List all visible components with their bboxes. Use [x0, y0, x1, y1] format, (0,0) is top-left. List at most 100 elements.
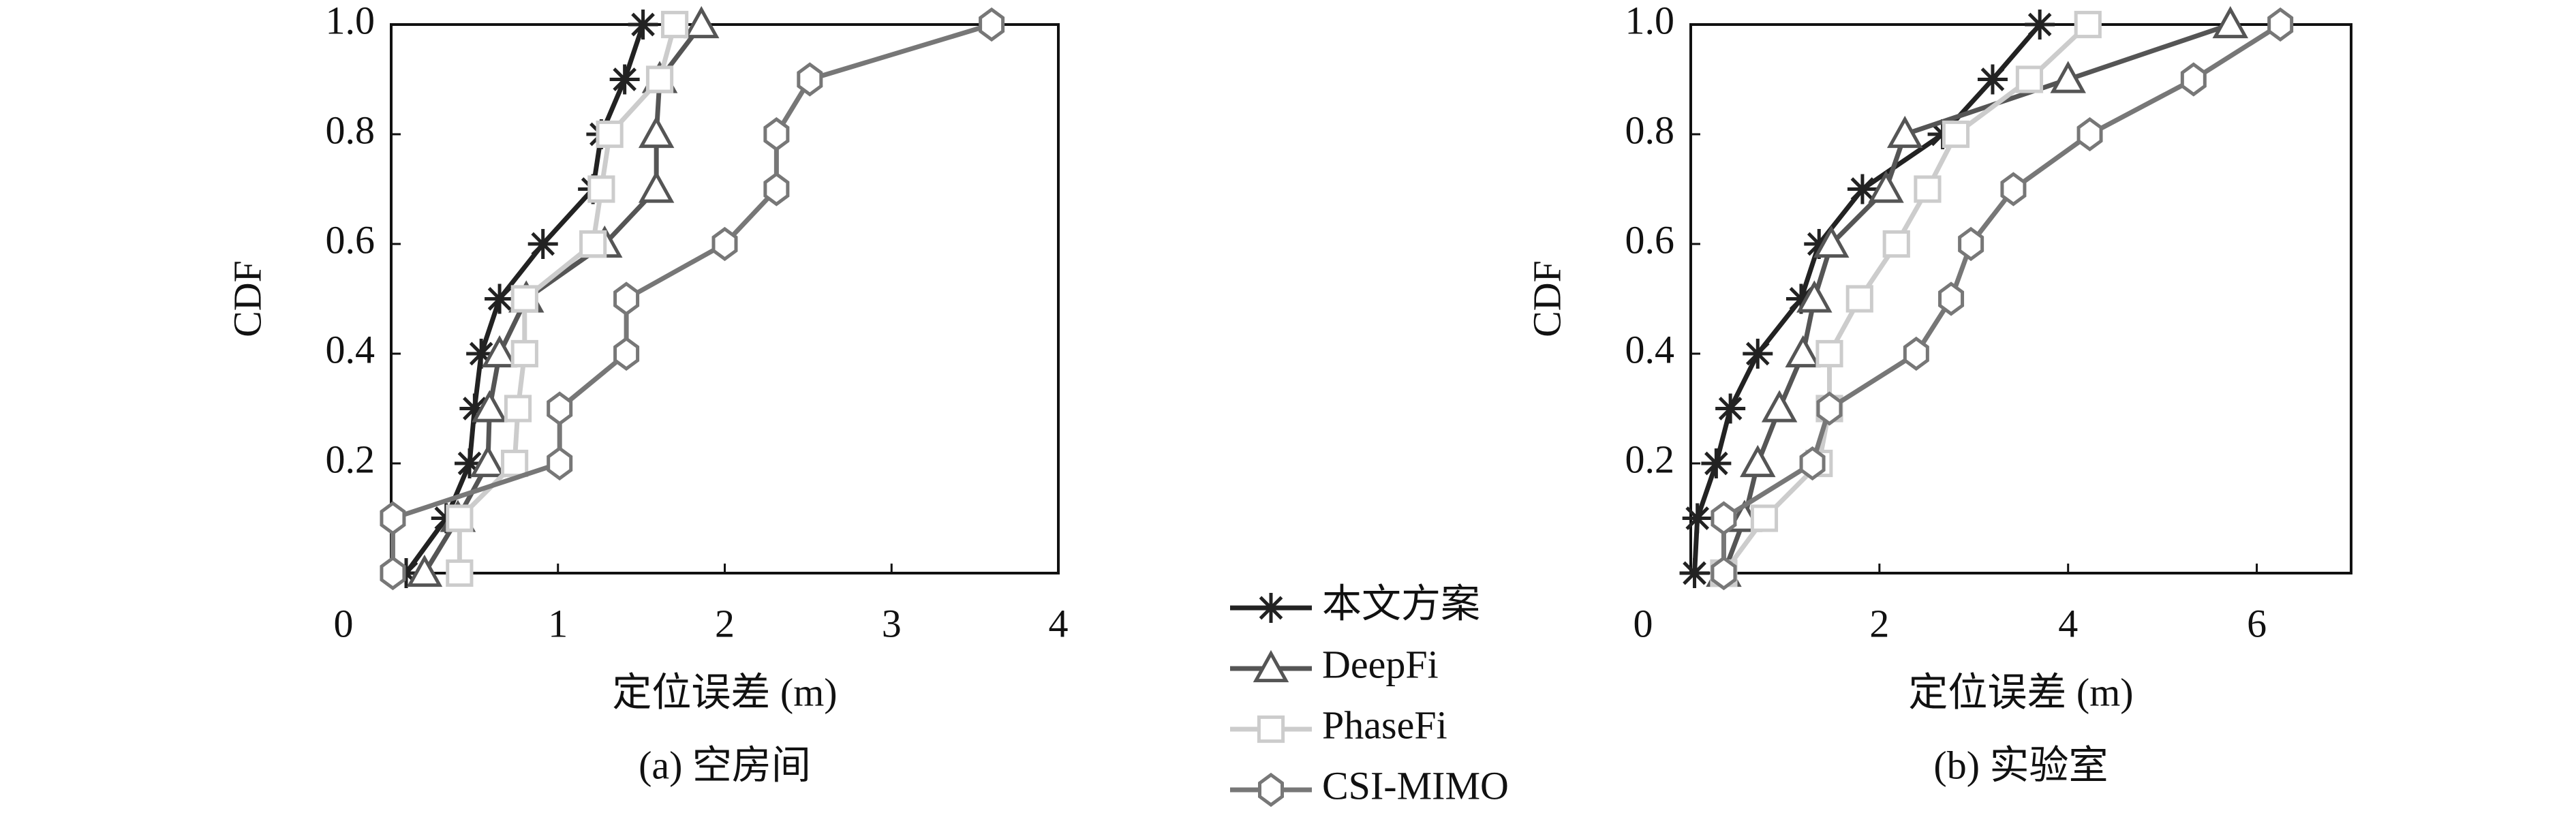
marker [613, 336, 640, 371]
x-tick-label: 2 [1869, 601, 1889, 645]
marker [1785, 283, 1816, 314]
marker [446, 559, 474, 587]
series-line [1721, 22, 2090, 575]
y-tick-label: 0.2 [326, 437, 375, 481]
marker [613, 281, 640, 316]
marker [1886, 115, 1923, 149]
x-tick-label: 0 [334, 601, 354, 645]
marker [1701, 448, 1732, 478]
marker [1882, 230, 1910, 258]
marker [660, 10, 689, 39]
marker [2050, 61, 2086, 93]
marker [979, 7, 1005, 42]
marker [1256, 593, 1286, 623]
marker [1938, 281, 1965, 316]
y-tick-label: 1.0 [326, 0, 375, 42]
marker [683, 5, 720, 39]
marker [380, 555, 406, 591]
marker [2180, 62, 2207, 97]
x-tick-label: 4 [1049, 601, 1069, 645]
marker [527, 229, 558, 259]
marker [2212, 5, 2249, 39]
marker [609, 64, 640, 95]
marker [485, 283, 515, 314]
series-line [390, 22, 993, 573]
marker [2000, 172, 2027, 206]
marker [391, 558, 422, 588]
marker [504, 395, 532, 423]
marker [596, 120, 624, 149]
plot-frame [1689, 23, 2352, 574]
y-axis-label: CDF [1524, 260, 1569, 337]
x-tick-label: 3 [882, 601, 902, 645]
marker [510, 285, 538, 313]
x-axis-label: 定位误差 (m) [612, 670, 837, 714]
marker [1847, 174, 1877, 204]
marker [1740, 444, 1776, 478]
marker [1942, 120, 1970, 149]
marker [1253, 649, 1289, 683]
plot: 0.2 0.4 0.6 0.8 1.0 0 1 2 3 4 CDF 定位误差 (m) (a) 空房间 [225, 0, 1068, 787]
y-tick-label: 0.2 [1625, 437, 1675, 481]
x-tick-label: 1 [548, 601, 568, 645]
marker [1761, 390, 1798, 423]
legend-label: DeepFi [1322, 642, 1439, 686]
marker [1799, 446, 1826, 481]
marker [547, 391, 573, 426]
marker [1903, 336, 1929, 371]
marker [1785, 335, 1821, 368]
x-tick-label: 4 [2058, 601, 2078, 645]
marker [1914, 175, 1942, 203]
marker [1679, 558, 1710, 588]
marker [547, 446, 573, 481]
marker [2267, 7, 2294, 42]
marker [459, 393, 490, 424]
marker [2015, 65, 2044, 93]
legend-label: CSI-MIMO [1322, 763, 1509, 808]
marker [1715, 393, 1746, 424]
x-tick-label: 6 [2247, 601, 2267, 645]
marker [510, 339, 538, 368]
marker [628, 10, 658, 40]
marker [380, 501, 406, 536]
y-tick-label: 0.6 [1625, 217, 1675, 262]
y-tick-label: 0.8 [1625, 108, 1675, 152]
x-tick-label: 2 [715, 601, 735, 645]
marker [2025, 10, 2055, 40]
marker [406, 554, 443, 587]
marker [1845, 285, 1873, 313]
marker [1977, 64, 2008, 95]
y-axis-label: CDF [225, 260, 269, 337]
marker [1257, 715, 1285, 743]
marker [1815, 339, 1843, 368]
marker [1958, 226, 1984, 262]
caption: (b) 实验室 [1933, 743, 2108, 787]
marker [1813, 225, 1850, 258]
marker [1750, 504, 1779, 532]
marker [1804, 229, 1835, 259]
marker [763, 117, 790, 152]
marker [1711, 555, 1737, 591]
legend-label: PhaseFi [1322, 703, 1447, 747]
plot: 0.2 0.4 0.6 0.8 1.0 0 2 4 6 CDF 定位误差 (m) (b) 实验室 [1524, 0, 2352, 787]
marker [645, 65, 674, 93]
marker [472, 390, 508, 423]
marker [797, 62, 823, 97]
x-axis-label: 定位误差 (m) [1908, 670, 2133, 714]
marker [446, 504, 474, 532]
x-tick-label: 0 [1634, 601, 1653, 645]
marker [579, 230, 607, 258]
marker [1682, 503, 1713, 534]
legend-label: 本文方案 [1322, 581, 1480, 626]
caption: (a) 空房间 [639, 743, 811, 787]
marker [638, 170, 675, 203]
y-tick-label: 0.4 [326, 327, 375, 371]
y-tick-label: 0.8 [326, 108, 375, 152]
marker [711, 226, 738, 262]
marker [1258, 772, 1284, 808]
marker [1743, 339, 1773, 369]
marker [1711, 501, 1737, 536]
y-tick-label: 1.0 [1625, 0, 1675, 42]
marker [481, 335, 518, 368]
